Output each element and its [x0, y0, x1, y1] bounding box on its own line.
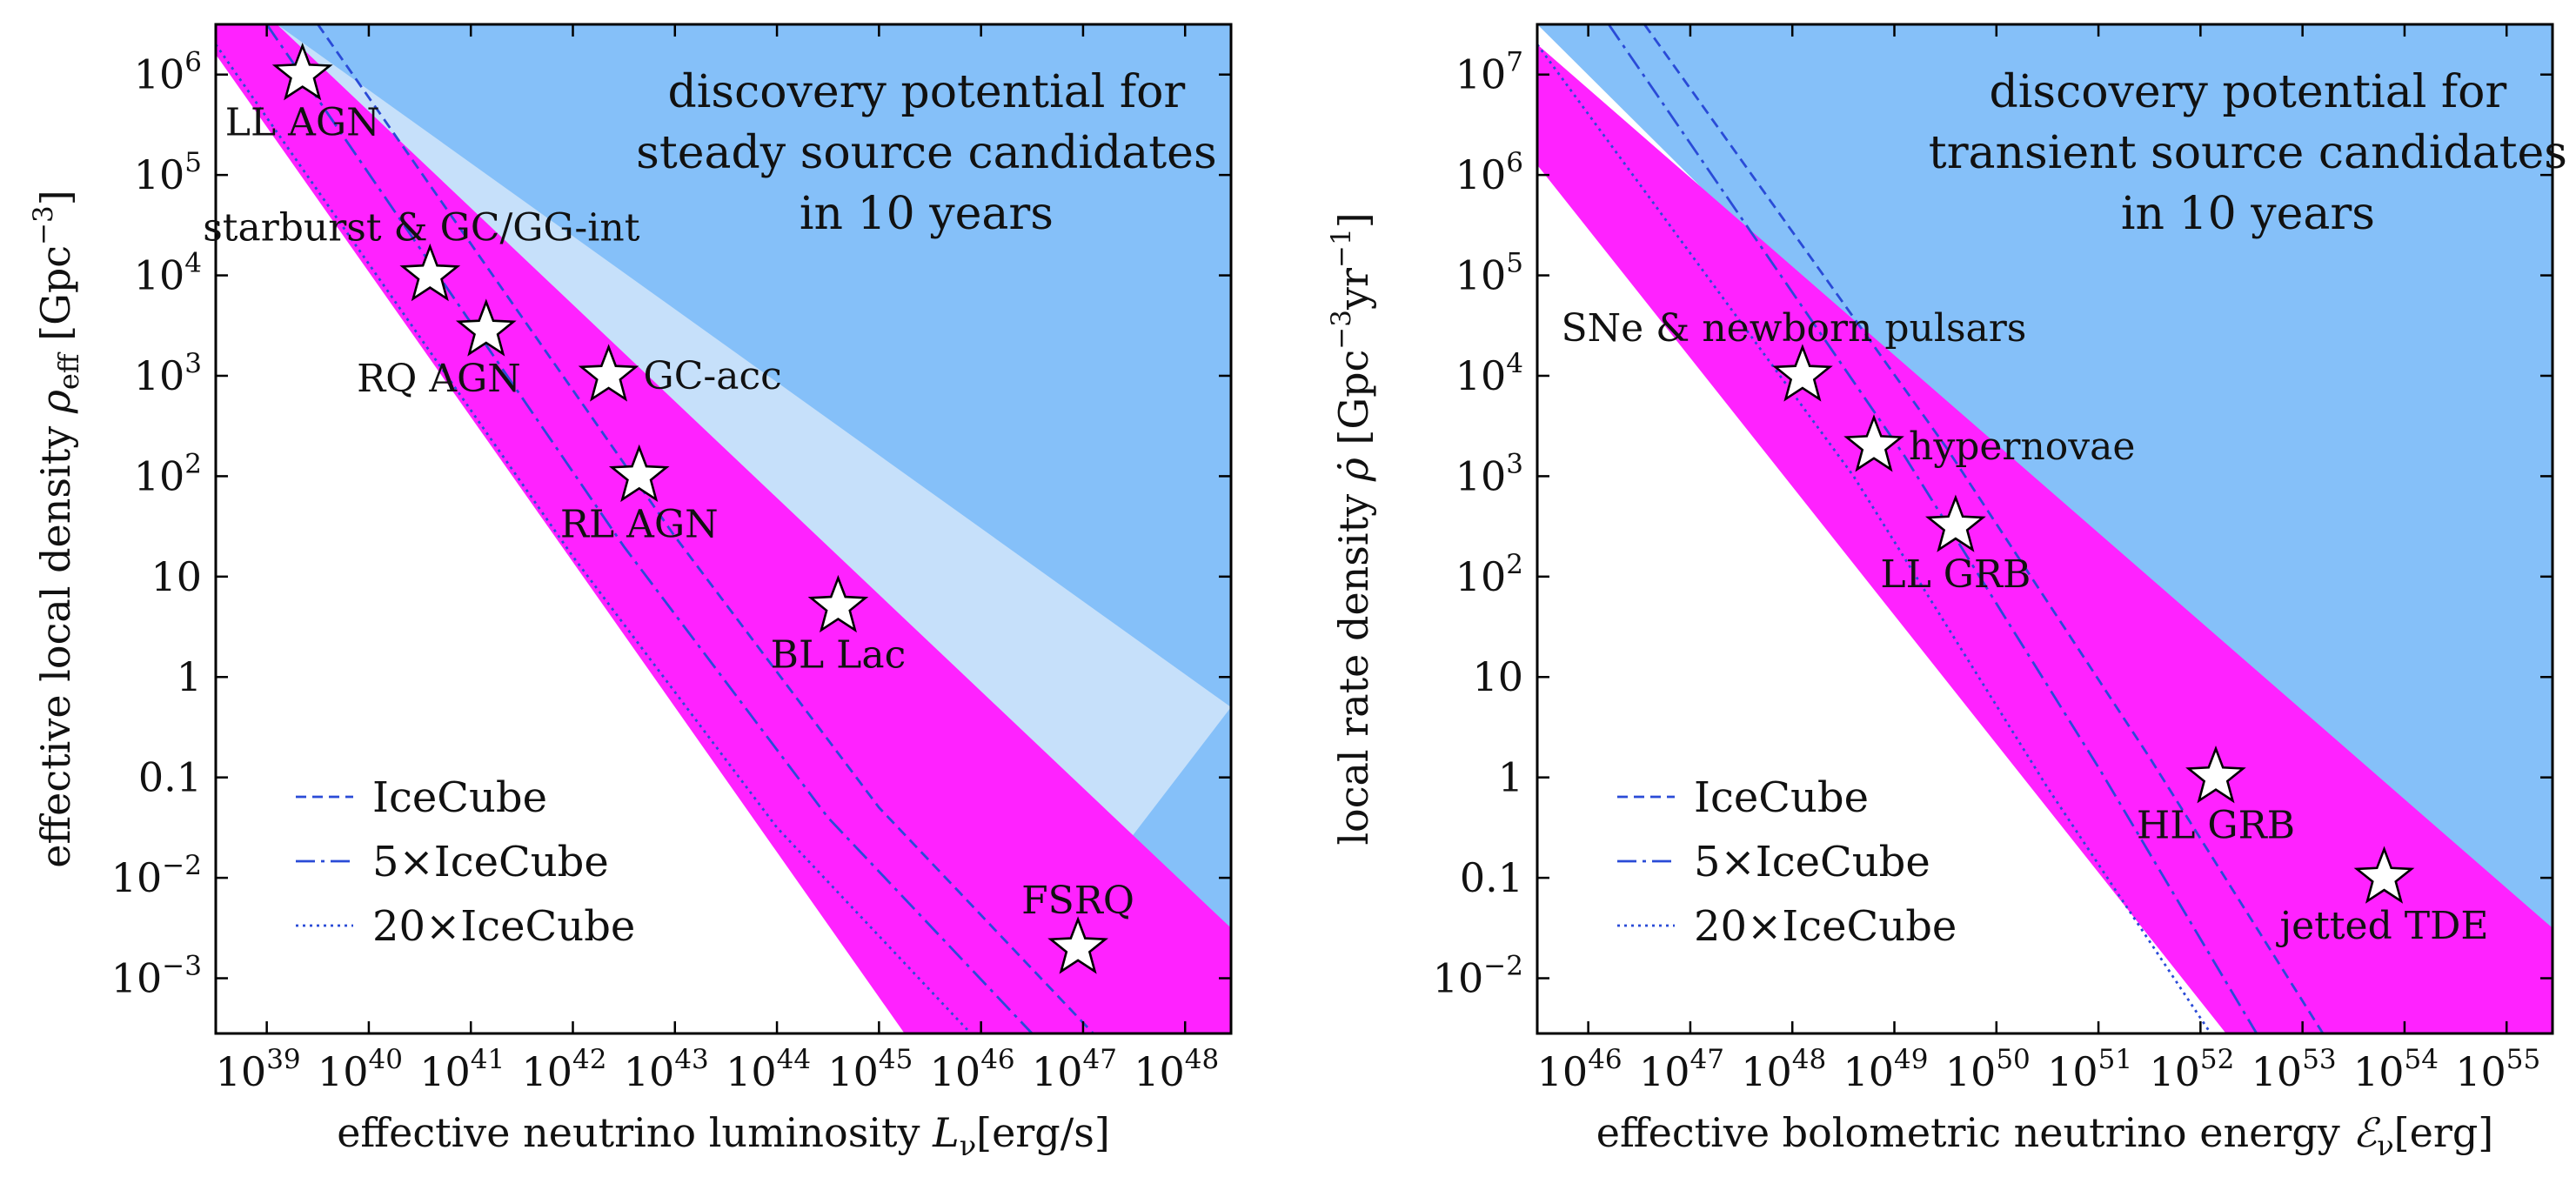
x-tick-label: 1043	[624, 1044, 709, 1095]
source-label: LL GRB	[1880, 552, 2031, 597]
source-star	[455, 298, 517, 357]
y-tick-label: 10	[1472, 653, 1523, 700]
source-label: RQ AGN	[357, 357, 521, 401]
annotation-line: discovery potential for	[1989, 66, 2506, 118]
source-star	[1843, 414, 1904, 472]
source-star	[399, 243, 461, 302]
x-tick-label: 1048	[1134, 1044, 1219, 1095]
x-tick-label: 1046	[930, 1044, 1015, 1095]
legend-label: IceCube	[372, 773, 547, 822]
y-tick-label: 105	[134, 147, 202, 198]
source-label: BL Lac	[771, 632, 907, 677]
x-tick-label: 1045	[827, 1044, 913, 1095]
y-tick-label: 107	[1455, 47, 1523, 98]
y-tick-label: 103	[134, 348, 202, 399]
source-star	[1925, 494, 1986, 552]
source-label: FSRQ	[1021, 879, 1134, 923]
curve-dotted	[216, 43, 972, 1033]
source-star	[2185, 746, 2246, 804]
y-tick-label: 104	[1455, 348, 1523, 399]
annotation-line: transient source candidates	[1929, 127, 2567, 179]
axes-frame	[1536, 23, 2554, 1035]
curve-dashdot	[265, 24, 1034, 1033]
x-tick-label: 1042	[522, 1044, 607, 1095]
x-axis-label: effective neutrino luminosity Lν[erg/s]	[337, 1109, 1110, 1162]
source-label: jetted TDE	[2275, 904, 2488, 948]
source-label: GC-acc	[644, 354, 782, 398]
x-tick-label: 1055	[2455, 1044, 2540, 1095]
source-star	[1047, 916, 1108, 974]
x-tick-label: 1054	[2353, 1044, 2439, 1095]
x-tick-label: 1048	[1741, 1044, 1826, 1095]
source-label: RL AGN	[560, 502, 719, 546]
x-tick-label: 1044	[726, 1044, 811, 1095]
axes-frame	[214, 23, 1233, 1035]
panel-transient-sources: 1046 1047 1048 1049 1050 1051 1052 1053 1054 1055…	[1326, 23, 2567, 1162]
source-label: starburst & GC/GG-int	[203, 206, 639, 251]
panel-steady-sources: 1039 1040 1041 1042 1043 1044 1045 1046 1047 1048…	[28, 23, 1233, 1162]
source-star	[807, 574, 869, 633]
legend-label: 5×IceCube	[372, 838, 609, 886]
y-tick-label: 106	[1455, 147, 1523, 198]
x-tick-label: 1046	[1537, 1044, 1623, 1095]
x-tick-label: 1049	[1843, 1044, 1929, 1095]
annotation-line: in 10 years	[2121, 188, 2375, 240]
y-tick-label: 1	[1498, 754, 1523, 801]
y-tick-label: 103	[1455, 448, 1523, 499]
x-tick-label: 1052	[2149, 1044, 2234, 1095]
curve-dashdot	[1607, 24, 2258, 1033]
source-star	[578, 344, 639, 402]
y-axis-label: local rate density ρ̇ [Gpc−3yr−1]	[1326, 212, 1377, 845]
x-tick-label: 1039	[216, 1044, 301, 1095]
x-axis-label: effective bolometric neutrino energy ℰν[…	[1596, 1109, 2493, 1162]
source-star	[271, 43, 333, 101]
curve-dotted	[1537, 43, 2212, 1033]
y-tick-label: 10−2	[111, 850, 202, 901]
source-label: hypernovae	[1909, 425, 2135, 469]
source-star	[2353, 846, 2415, 904]
y-tick-label: 104	[134, 248, 202, 299]
y-axis-label: effective local density ρeff [Gpc−3]	[28, 190, 85, 867]
annotation-line: discovery potential for	[667, 66, 1185, 118]
curve-dashed	[1643, 24, 2325, 1033]
curve-dashed	[317, 24, 1094, 1033]
legend-label: IceCube	[1694, 773, 1869, 822]
y-tick-label: 10−2	[1433, 951, 1523, 1002]
legend-label: 5×IceCube	[1694, 838, 1930, 886]
x-tick-label: 1040	[318, 1044, 403, 1095]
x-tick-label: 1051	[2047, 1044, 2132, 1095]
y-tick-label: 10	[151, 553, 202, 600]
y-tick-label: 0.1	[138, 754, 202, 801]
source-label: LL AGN	[225, 101, 380, 145]
y-tick-label: 1	[177, 653, 202, 700]
y-tick-label: 102	[1455, 549, 1523, 600]
annotation-line: in 10 years	[800, 188, 1054, 240]
x-tick-label: 1047	[1032, 1044, 1117, 1095]
y-tick-label: 10−3	[111, 951, 202, 1002]
x-tick-label: 1053	[2251, 1044, 2337, 1095]
x-tick-label: 1050	[1945, 1044, 2031, 1095]
plot-area	[1537, 24, 2553, 1033]
source-band	[1537, 24, 2553, 1033]
legend-label: 20×IceCube	[1694, 902, 1957, 951]
y-tick-label: 106	[134, 47, 202, 98]
annotation-line: steady source candidates	[636, 127, 1217, 179]
source-star	[1772, 344, 1833, 402]
y-tick-label: 0.1	[1460, 854, 1523, 901]
x-tick-label: 1047	[1639, 1044, 1724, 1095]
source-label: HL GRB	[2137, 804, 2295, 848]
source-band	[216, 24, 1231, 1033]
y-tick-label: 105	[1455, 248, 1523, 299]
legend-label: 20×IceCube	[372, 902, 635, 951]
x-tick-label: 1041	[419, 1044, 505, 1095]
source-label: SNe & newborn pulsars	[1562, 306, 2027, 351]
plot-area	[216, 24, 1231, 1033]
source-star	[608, 444, 670, 503]
y-tick-label: 102	[134, 448, 202, 499]
